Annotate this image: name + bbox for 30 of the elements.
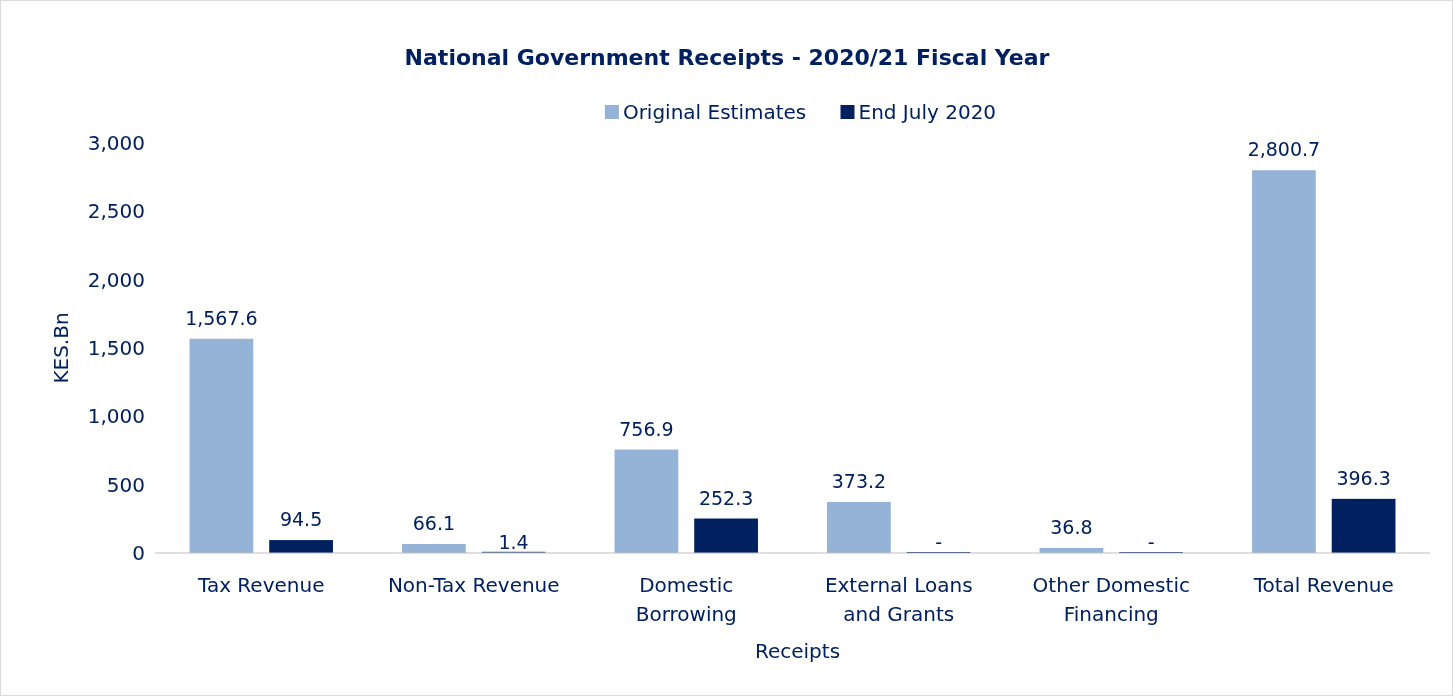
x-tick-label: Total Revenue [1252,573,1394,597]
data-label: 94.5 [279,508,323,531]
data-label: 36.8 [1050,515,1093,538]
data-label: 66.1 [412,511,456,534]
data-label: 1,567.6 [185,306,258,329]
chart-title: National Government Receipts - 2020/21 Fiscal Year [404,45,1050,70]
x-tick-label: Non-Tax Revenue [387,573,560,597]
data-label: 396.3 [1336,466,1391,489]
data-label: - [935,531,943,553]
y-tick-label: 1,000 [87,404,145,429]
y-tick-label: 500 [106,472,145,497]
y-tick-label: 0 [132,541,145,565]
data-label: 252.3 [698,486,754,509]
y-tick-label: 2,000 [87,267,145,292]
x-tick-label: External Loans and Grants [824,573,973,626]
data-label: 1.4 [498,530,529,553]
x-axis-title: Receipts [754,639,841,663]
y-tick-label: 3,000 [87,131,145,155]
y-tick-label: 1,500 [87,336,145,360]
legend-label: End July 2020 [858,100,997,124]
data-label: 373.2 [831,470,887,492]
x-tick-label: Domestic Borrowing [635,573,737,626]
data-label: 756.9 [619,417,674,440]
data-label: - [1147,531,1155,553]
data-label: 2,800.7 [1247,138,1321,161]
x-tick-label: Tax Revenue [197,573,325,597]
y-axis-title: KES.Bn [49,312,73,384]
legend-label: Original Estimates [622,100,807,124]
x-tick-label: Other Domestic Financing [1032,573,1190,626]
y-tick-label: 2,500 [87,199,145,224]
